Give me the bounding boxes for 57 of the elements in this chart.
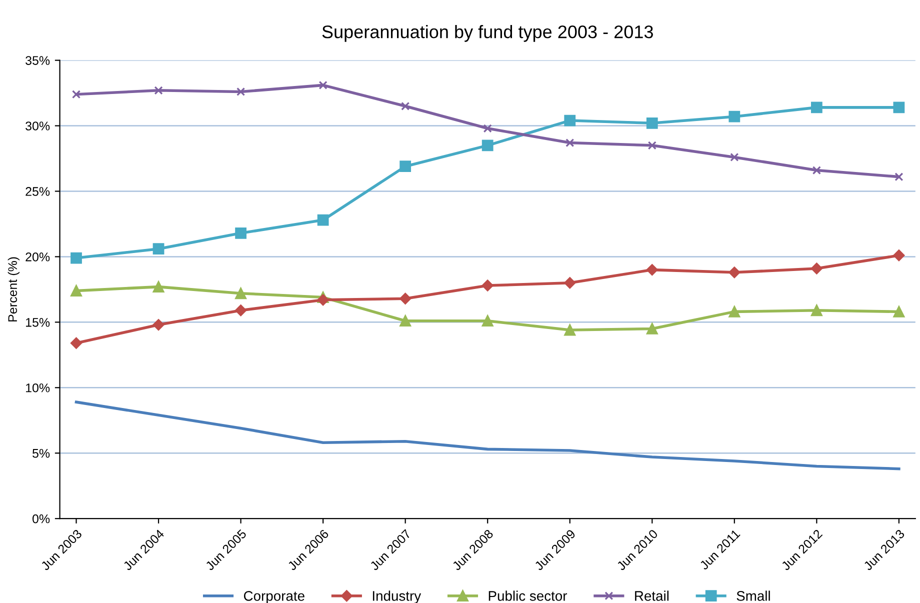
point xyxy=(400,292,412,304)
point xyxy=(810,102,822,114)
point xyxy=(564,114,576,126)
point xyxy=(728,306,740,318)
point xyxy=(810,304,822,316)
y-axis-title: Percent (%) xyxy=(8,257,20,322)
point xyxy=(893,102,905,114)
point xyxy=(235,227,246,239)
point xyxy=(894,172,904,182)
point xyxy=(483,124,492,133)
point xyxy=(400,315,412,327)
point xyxy=(70,337,82,349)
chart-title: Superannuation by fund type 2003 - 2013 xyxy=(322,24,653,42)
y-tick-label: 35% xyxy=(26,56,50,65)
line-series xyxy=(74,400,900,470)
point xyxy=(154,86,163,95)
point xyxy=(317,214,329,226)
point xyxy=(318,80,328,90)
point xyxy=(152,319,164,331)
point xyxy=(152,281,164,293)
point xyxy=(728,266,740,278)
point xyxy=(236,87,246,96)
point xyxy=(646,117,658,129)
y-tick-label: 0% xyxy=(32,514,50,524)
point xyxy=(401,102,410,110)
y-tick-label: 25% xyxy=(26,187,50,196)
point xyxy=(564,277,576,289)
point xyxy=(812,166,821,175)
point xyxy=(235,304,247,316)
legend-label: Public sector xyxy=(488,590,568,601)
point xyxy=(646,323,658,334)
point xyxy=(235,288,246,300)
legend-label: Retail xyxy=(635,590,669,601)
point xyxy=(893,306,905,318)
point xyxy=(152,243,164,255)
point xyxy=(400,160,412,172)
point xyxy=(482,140,494,152)
y-tick-label: 5% xyxy=(32,448,50,458)
point xyxy=(646,264,658,276)
point xyxy=(482,280,494,292)
y-tick-label: 20% xyxy=(26,252,50,262)
point xyxy=(730,152,739,162)
y-tick-label: 15% xyxy=(26,318,50,327)
point xyxy=(70,252,82,264)
y-tick-label: 10% xyxy=(26,383,50,392)
point xyxy=(728,110,740,122)
point xyxy=(317,294,329,306)
point xyxy=(566,138,574,148)
point xyxy=(810,262,822,274)
point xyxy=(893,250,905,262)
legend-label: Small xyxy=(736,590,770,601)
y-tick-label: 30% xyxy=(26,122,50,130)
point xyxy=(70,285,82,296)
point xyxy=(564,324,576,336)
point xyxy=(72,90,81,99)
point xyxy=(648,141,656,150)
point xyxy=(482,315,494,327)
